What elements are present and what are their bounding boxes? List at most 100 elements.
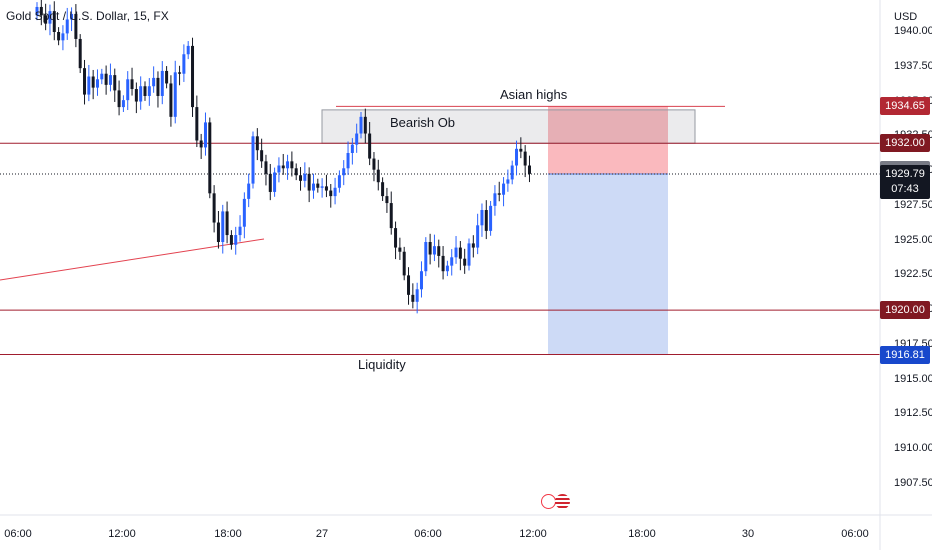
candle-body[interactable] (428, 242, 432, 255)
candle-body[interactable] (445, 265, 449, 272)
candle-body[interactable] (229, 235, 233, 245)
symbol-title[interactable]: Gold Spot / U.S. Dollar, 15, FX (6, 9, 169, 23)
candle-body[interactable] (363, 116, 367, 134)
candle-body[interactable] (242, 198, 246, 227)
candle-body[interactable] (264, 161, 268, 174)
candle-body[interactable] (350, 144, 354, 153)
candle-body[interactable] (147, 86, 151, 96)
candle-body[interactable] (394, 228, 398, 248)
candle-body[interactable] (519, 148, 523, 152)
bearish-ob-box[interactable] (321, 109, 696, 144)
candle-body[interactable] (221, 211, 225, 243)
candle-body[interactable] (324, 186, 328, 191)
candle-body[interactable] (113, 75, 117, 91)
us-flag-icon[interactable] (555, 494, 570, 509)
target-zone[interactable] (548, 173, 668, 355)
candle-body[interactable] (506, 179, 510, 184)
candle-body[interactable] (385, 196, 389, 204)
candle-body[interactable] (299, 175, 303, 181)
candle-body[interactable] (70, 13, 74, 20)
candle-body[interactable] (165, 70, 169, 84)
candle-body[interactable] (493, 193, 497, 206)
candle-body[interactable] (65, 19, 69, 34)
candle-body[interactable] (515, 148, 519, 166)
candle-body[interactable] (489, 205, 493, 231)
candle-body[interactable] (225, 211, 229, 236)
price-tag[interactable]: 1929.79 07:43 (880, 164, 930, 199)
candle-body[interactable] (337, 175, 341, 188)
candle-body[interactable] (87, 76, 91, 95)
price-tag[interactable]: 1916.81 (880, 345, 930, 364)
candle-body[interactable] (484, 210, 488, 231)
candle-body[interactable] (342, 168, 346, 176)
candle-body[interactable] (126, 79, 130, 101)
candle-body[interactable] (415, 289, 419, 302)
candle-body[interactable] (139, 86, 143, 102)
candle-body[interactable] (35, 6, 39, 16)
bearish-ob-label[interactable]: Bearish Ob (390, 114, 456, 130)
candle-body[interactable] (359, 116, 363, 134)
candle-body[interactable] (268, 173, 272, 192)
candle-body[interactable] (368, 133, 372, 159)
liquidity-label[interactable]: Liquidity (358, 356, 406, 372)
candle-body[interactable] (234, 235, 238, 245)
candle-body[interactable] (199, 140, 203, 148)
candle-body[interactable] (156, 77, 160, 96)
candle-body[interactable] (238, 226, 242, 236)
candle-body[interactable] (195, 107, 199, 141)
trend-line[interactable] (0, 238, 265, 281)
candle-body[interactable] (212, 193, 216, 223)
candle-body[interactable] (402, 251, 406, 276)
price-tag[interactable]: 1934.65 (880, 97, 930, 116)
candle-body[interactable] (303, 173, 307, 181)
candle-body[interactable] (191, 45, 195, 108)
candle-body[interactable] (74, 13, 78, 39)
candle-body[interactable] (57, 32, 61, 41)
candle-body[interactable] (502, 183, 506, 195)
candle-body[interactable] (497, 193, 501, 195)
candle-body[interactable] (329, 190, 333, 197)
candle-body[interactable] (108, 75, 112, 85)
candle-body[interactable] (458, 247, 462, 259)
candle-body[interactable] (208, 122, 212, 194)
candle-body[interactable] (277, 165, 281, 173)
candle-body[interactable] (372, 158, 376, 170)
candle-body[interactable] (480, 210, 484, 226)
candle-body[interactable] (432, 246, 436, 255)
candle-body[interactable] (186, 45, 190, 55)
candle-body[interactable] (441, 255, 445, 272)
asian-highs-label[interactable]: Asian highs (500, 87, 568, 103)
candle-body[interactable] (134, 89, 138, 102)
candle-body[interactable] (260, 150, 264, 162)
candle-body[interactable] (121, 100, 125, 108)
candle-body[interactable] (398, 247, 402, 252)
candle-body[interactable] (381, 182, 385, 197)
currency-label[interactable]: USD (894, 11, 918, 23)
stop-zone[interactable] (548, 106, 668, 174)
candle-body[interactable] (316, 183, 320, 188)
candle-body[interactable] (143, 86, 147, 96)
candle-body[interactable] (173, 72, 177, 117)
candle-body[interactable] (152, 77, 156, 87)
candle-body[interactable] (78, 38, 82, 69)
candle-body[interactable] (169, 83, 173, 117)
price-tag[interactable]: 1920.00 (880, 301, 930, 320)
candle-body[interactable] (251, 136, 255, 184)
candle-body[interactable] (307, 173, 311, 191)
candle-body[interactable] (39, 6, 43, 16)
candle-body[interactable] (467, 243, 471, 266)
candle-body[interactable] (281, 165, 285, 169)
candle-body[interactable] (320, 186, 324, 188)
price-tag[interactable]: 1932.00 (880, 134, 930, 153)
candle-body[interactable] (91, 76, 95, 88)
candle-body[interactable] (333, 187, 337, 197)
candle-body[interactable] (437, 246, 441, 256)
candle-body[interactable] (61, 33, 65, 41)
candle-body[interactable] (454, 247, 458, 258)
candle-body[interactable] (216, 222, 220, 243)
candle-body[interactable] (95, 79, 99, 88)
candle-body[interactable] (510, 165, 514, 180)
candle-body[interactable] (273, 172, 277, 192)
candle-body[interactable] (346, 152, 350, 169)
